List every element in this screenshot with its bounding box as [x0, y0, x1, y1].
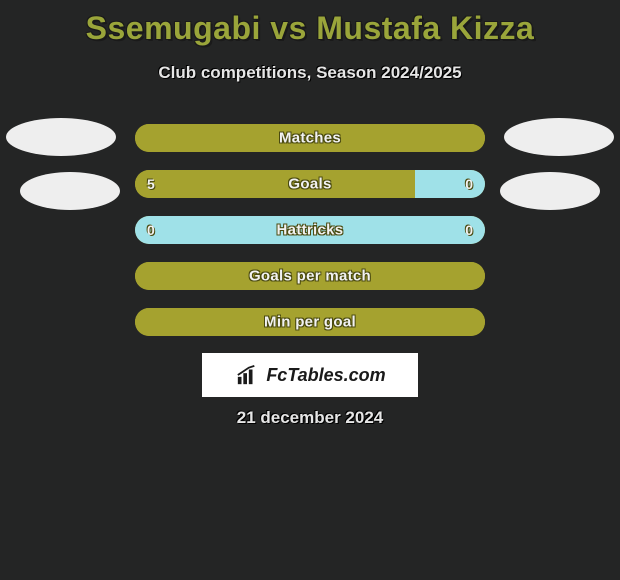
player-right-avatar-1: [504, 118, 614, 156]
stat-bar-row: Hattricks0 0: [135, 216, 485, 244]
bar-chart-icon: [234, 364, 260, 386]
player-left-avatar-1: [6, 118, 116, 156]
stat-bar-row: Goals5 0: [135, 170, 485, 198]
page-subtitle: Club competitions, Season 2024/2025: [0, 63, 620, 83]
stat-bar-left-value: 5: [147, 176, 155, 192]
stat-bar-label: Matches: [135, 130, 485, 147]
stat-bar-right-value: 0: [465, 222, 473, 238]
stat-bar-label: Goals per match: [135, 268, 485, 285]
stat-bar-row: Min per goal: [135, 308, 485, 336]
stat-bar-right-value: 0: [465, 176, 473, 192]
stat-bar-row: Goals per match: [135, 262, 485, 290]
date-text: 21 december 2024: [0, 408, 620, 428]
stat-bar-label: Goals: [135, 176, 485, 193]
logo-box: FcTables.com: [202, 353, 418, 397]
stat-bar-row: Matches: [135, 124, 485, 152]
stat-bar-left-value: 0: [147, 222, 155, 238]
stat-bar-label: Min per goal: [135, 314, 485, 331]
logo-text: FcTables.com: [266, 365, 385, 386]
player-right-avatar-2: [500, 172, 600, 210]
comparison-bars: MatchesGoals50Hattricks00Goals per match…: [135, 124, 485, 354]
page-title: Ssemugabi vs Mustafa Kizza: [0, 0, 620, 47]
stat-bar-label: Hattricks: [135, 222, 485, 239]
player-left-avatar-2: [20, 172, 120, 210]
